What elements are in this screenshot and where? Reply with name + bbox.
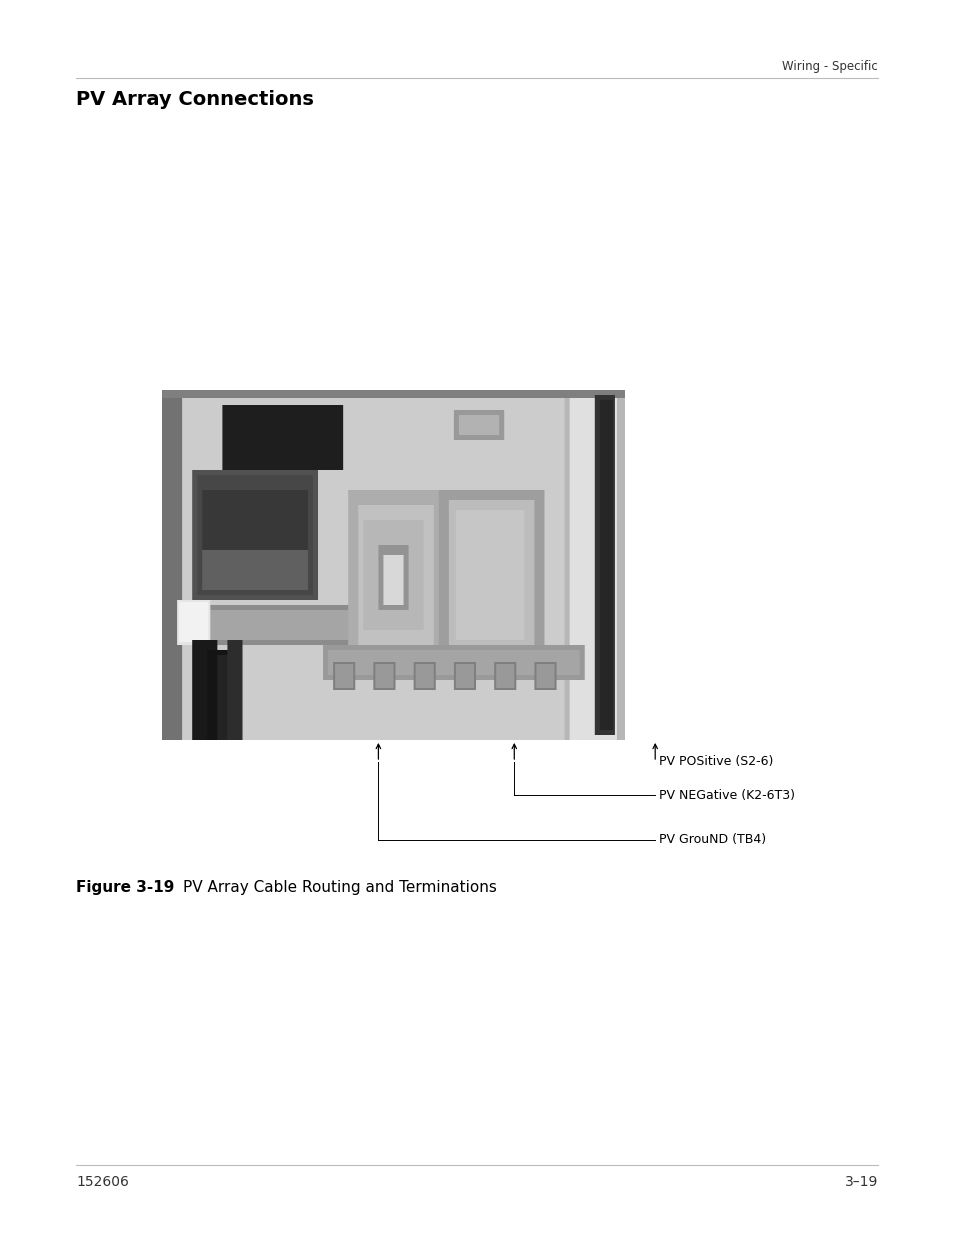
Text: PV POSitive (S2-6): PV POSitive (S2-6) [659,756,773,768]
Text: PV Array Cable Routing and Terminations: PV Array Cable Routing and Terminations [183,881,497,895]
Text: 152606: 152606 [76,1174,129,1189]
Text: PV Array Connections: PV Array Connections [76,90,314,109]
Text: PV NEGative (K2-6T3): PV NEGative (K2-6T3) [659,788,794,802]
Text: 3–19: 3–19 [843,1174,877,1189]
Text: PV GrouND (TB4): PV GrouND (TB4) [659,834,765,846]
Text: Wiring - Specific: Wiring - Specific [781,61,877,73]
Text: Figure 3-19: Figure 3-19 [76,881,174,895]
